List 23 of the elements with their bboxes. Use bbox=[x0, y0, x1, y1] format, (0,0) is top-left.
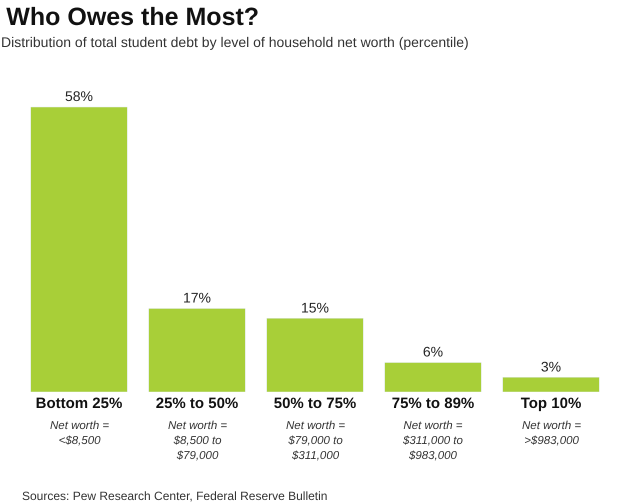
x-tick-label: 25% to 50% bbox=[156, 395, 238, 412]
data-label: 6% bbox=[422, 344, 444, 360]
bar bbox=[502, 377, 600, 392]
chart-title: Who Owes the Most? bbox=[6, 3, 260, 32]
bar bbox=[148, 308, 246, 392]
text: Net worth = >$983,000 bbox=[522, 420, 582, 447]
text: Net worth = $8,500 to $79,000 bbox=[168, 420, 228, 462]
text: Net worth = $79,000 to $311,000 bbox=[286, 420, 346, 462]
bar bbox=[266, 318, 364, 392]
x-tick-label: Top 10% bbox=[520, 395, 582, 412]
data-label: 15% bbox=[300, 299, 330, 316]
source-note: Sources: Pew Research Center, Federal Reserve Bulletin bbox=[22, 489, 328, 502]
x-tick-label: 50% to 75% bbox=[274, 395, 356, 412]
x-tick-label: Bottom 25% bbox=[36, 395, 122, 412]
text: Net worth = <$8,500 bbox=[50, 420, 110, 447]
x-tick-label: 75% to 89% bbox=[392, 395, 474, 412]
bar bbox=[30, 106, 128, 392]
text: Net worth = $311,000 to $983,000 bbox=[402, 420, 464, 462]
data-label: 3% bbox=[540, 358, 562, 374]
data-label: 58% bbox=[64, 88, 94, 104]
chart-subtitle: Distribution of total student debt by level of household net worth (percentile) bbox=[1, 34, 469, 50]
data-label: 17% bbox=[182, 289, 212, 306]
bar bbox=[384, 362, 482, 392]
